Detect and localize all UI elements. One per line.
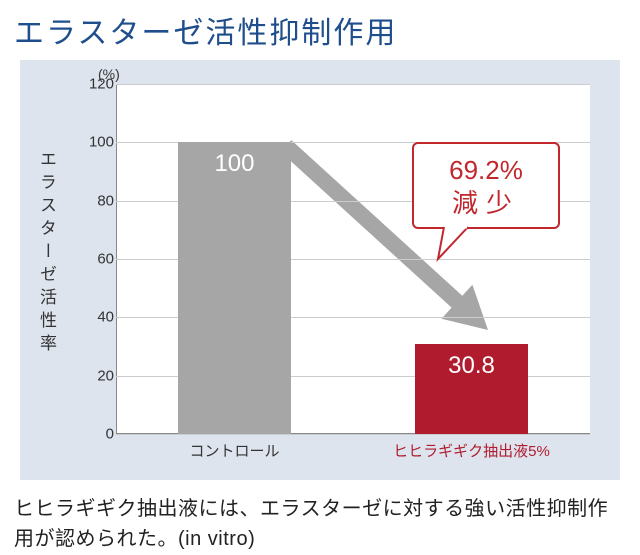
y-tick-label: 0	[78, 426, 114, 443]
y-tick-label: 80	[78, 192, 114, 209]
bar: 100	[178, 142, 292, 434]
page-title: エラスターゼ活性抑制作用	[14, 8, 626, 52]
callout-label: 減少	[426, 187, 546, 220]
reduction-callout: 69.2% 減少	[412, 142, 560, 229]
x-category-label: ヒヒラギギク抽出液5%	[382, 440, 562, 461]
callout-value: 69.2%	[426, 154, 546, 187]
callout-tail	[438, 227, 498, 267]
y-tick-label: 40	[78, 309, 114, 326]
y-tick-label: 100	[78, 134, 114, 151]
caption-text: ヒヒラギギク抽出液には、エラスターゼに対する強い活性抑制作用が認められた。(in…	[14, 494, 626, 554]
y-tick-label: 120	[78, 76, 114, 93]
bar-value-label: 30.8	[415, 352, 529, 380]
chart-panel: (%) エラスターゼ活性率 020406080100120 10030.8 69…	[20, 60, 620, 480]
y-axis-ticks: 020406080100120	[78, 84, 114, 434]
x-category-label: コントロール	[145, 440, 325, 461]
y-tick-label: 60	[78, 251, 114, 268]
bar-value-label: 100	[178, 150, 292, 178]
bar: 30.8	[415, 344, 529, 434]
y-axis-title: エラスターゼ活性率	[34, 150, 59, 357]
y-tick-label: 20	[78, 367, 114, 384]
grid-line	[116, 434, 590, 435]
grid-line	[116, 84, 590, 85]
chart-plot-area: 100 30.8	[116, 84, 590, 434]
